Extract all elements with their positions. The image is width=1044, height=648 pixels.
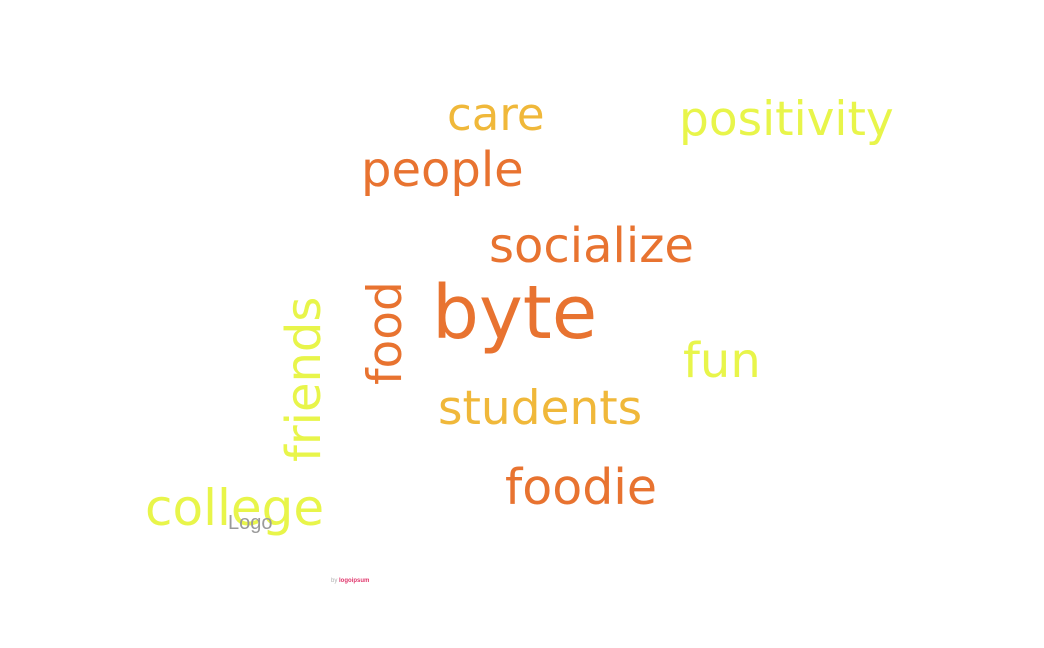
word-foodie: foodie (505, 459, 658, 516)
word-friends: friends (276, 296, 332, 462)
word-college: college (145, 479, 325, 537)
credit-brand: logoipsum (339, 578, 370, 584)
word-food: food (358, 281, 413, 385)
word-care: care (447, 88, 545, 141)
word-fun: fun (683, 333, 761, 389)
word-positivity: positivity (679, 92, 894, 147)
word-people: people (361, 142, 524, 198)
credit-line: by logoipsum (331, 578, 369, 584)
logo-placeholder: Logo (228, 512, 273, 534)
word-students: students (438, 381, 643, 436)
word-byte: byte (432, 270, 598, 356)
credit-prefix: by (331, 578, 338, 584)
word-socialize: socialize (489, 218, 694, 274)
